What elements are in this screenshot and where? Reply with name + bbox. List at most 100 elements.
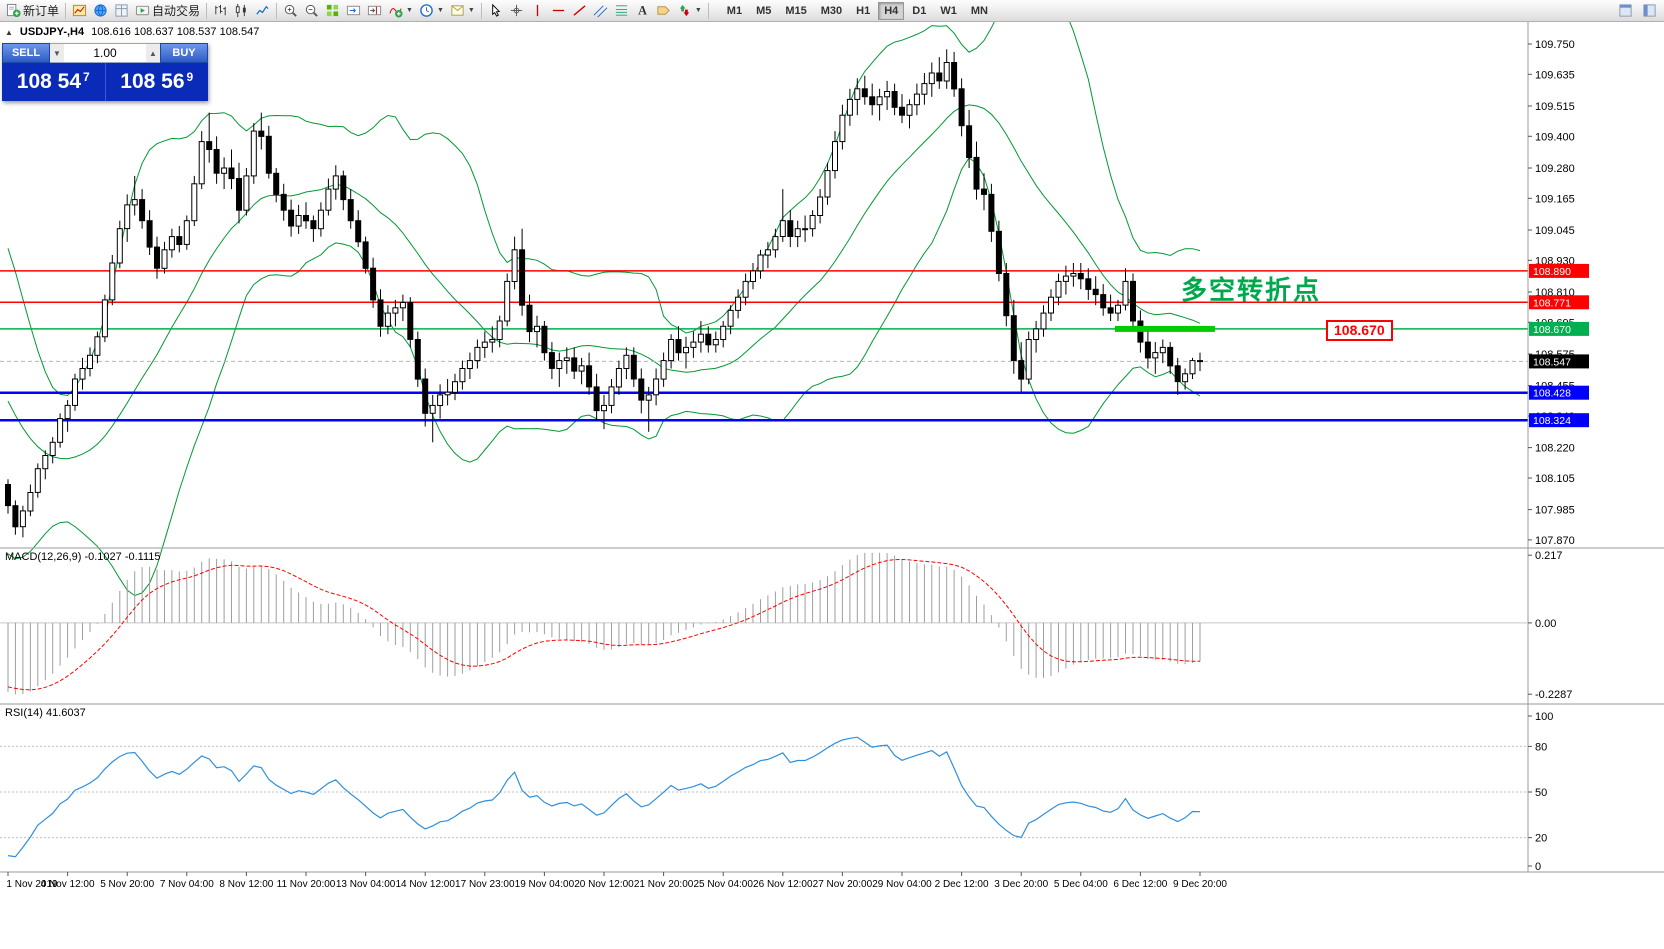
candlestick-series	[5, 49, 1203, 538]
cursor-button[interactable]	[485, 1, 506, 20]
vertical-line-icon	[530, 3, 545, 18]
trendline-button[interactable]	[569, 1, 590, 20]
volume-input[interactable]: 1.00	[93, 46, 117, 60]
price-axis[interactable]: 109.750 109.635 109.515 109.400 109.280 109.1…	[1528, 39, 1575, 547]
svg-text:108.771: 108.771	[1533, 297, 1571, 309]
bar-chart-button[interactable]	[210, 1, 231, 20]
turning-point-annotation: 多空转折点	[1181, 275, 1322, 305]
buy-price[interactable]: 108 56 9	[106, 63, 209, 101]
svg-text:5 Dec 04:00: 5 Dec 04:00	[1054, 879, 1108, 890]
new-order-button-label: 新订单	[23, 4, 60, 18]
toolbar-right-icons	[1615, 1, 1660, 20]
candle-chart-icon	[234, 3, 249, 18]
support-highlight-segment[interactable]	[1115, 325, 1215, 332]
svg-text:109.750: 109.750	[1535, 39, 1575, 51]
sell-price-main: 108 54	[16, 70, 82, 93]
svg-text:50: 50	[1535, 787, 1547, 799]
one-click-trading-panel: SELL ▼ 1.00 ▲ BUY 108 54 7 108 56 9	[2, 43, 208, 101]
indicators-button[interactable]: ▼	[385, 1, 416, 20]
timeframe-m1[interactable]: M1	[726, 4, 743, 17]
templates-button[interactable]: ▼	[447, 1, 478, 20]
sell-button[interactable]: SELL	[2, 43, 50, 63]
svg-text:108.324: 108.324	[1533, 415, 1571, 427]
timeframe-h4[interactable]: H4	[878, 1, 905, 20]
svg-text:5 Nov 20:00: 5 Nov 20:00	[100, 879, 154, 890]
channel-button[interactable]	[590, 1, 611, 20]
zoom-out-button[interactable]	[301, 1, 322, 20]
autotrade-button[interactable]: 自动交易	[132, 1, 203, 20]
data-window-icon	[114, 3, 129, 18]
collapse-panel-icon[interactable]: ▲	[5, 27, 13, 37]
svg-text:27 Nov 20:00: 27 Nov 20:00	[813, 879, 873, 890]
timeframe-w1[interactable]: W1	[940, 4, 957, 17]
periods-button[interactable]: ▼	[416, 1, 447, 20]
svg-text:19 Nov 04:00: 19 Nov 04:00	[515, 879, 575, 890]
fibonacci-button[interactable]	[611, 1, 632, 20]
dropdown-caret-icon: ▼	[436, 7, 444, 14]
timeframe-d1[interactable]: D1	[912, 4, 927, 17]
tile-windows-button[interactable]	[322, 1, 343, 20]
toolbar-extra-layout-button[interactable]	[1639, 1, 1660, 20]
svg-text:A: A	[638, 4, 647, 18]
auto-scroll-button[interactable]	[343, 1, 364, 20]
level-price-box: 108.670	[1326, 320, 1393, 341]
arrows-button[interactable]: ▼	[674, 1, 705, 20]
charts-button[interactable]	[69, 1, 90, 20]
timeframe-m5[interactable]: M5	[756, 4, 772, 17]
svg-text:80: 80	[1535, 741, 1547, 753]
chart-plot-area[interactable]	[0, 22, 1528, 872]
svg-text:14 Nov 12:00: 14 Nov 12:00	[395, 879, 455, 890]
svg-text:20 Nov 12:00: 20 Nov 12:00	[574, 879, 634, 890]
symbol-info: ▲ USDJPY-,H4 108.616 108.637 108.537 108…	[5, 26, 259, 38]
label-button[interactable]	[653, 1, 674, 20]
timeframe-switcher: M1 M5 M15 M30 H1 H4 D1 W1 MN	[720, 1, 995, 20]
svg-text:0.00: 0.00	[1535, 618, 1556, 630]
price-tag-108.670: 108.670	[1529, 321, 1589, 336]
chart-shift-button[interactable]	[364, 1, 385, 20]
svg-text:17 Nov 23:00: 17 Nov 23:00	[455, 879, 515, 890]
vline-button[interactable]	[527, 1, 548, 20]
crosshair-button[interactable]	[506, 1, 527, 20]
price-tag-108.324: 108.324	[1529, 413, 1589, 428]
cursor-icon	[488, 3, 503, 18]
market-watch-button[interactable]	[90, 1, 111, 20]
template-icon	[450, 3, 465, 18]
candle-chart-button[interactable]	[231, 1, 252, 20]
volume-decrease-button[interactable]: ▼	[50, 44, 64, 62]
svg-text:20: 20	[1535, 833, 1547, 845]
timeframe-h1[interactable]: H1	[856, 4, 871, 17]
text-button[interactable]: A	[632, 1, 653, 20]
svg-text:21 Nov 20:00: 21 Nov 20:00	[634, 879, 694, 890]
timeframe-m15[interactable]: M15	[785, 4, 807, 17]
label-icon	[656, 3, 671, 18]
svg-text:109.515: 109.515	[1535, 101, 1575, 113]
rsi-panel: 100 80 50 20 0	[0, 711, 1553, 873]
svg-text:109.400: 109.400	[1535, 131, 1575, 143]
timeframe-m30[interactable]: M30	[820, 4, 843, 17]
new-order-button[interactable]: 新订单	[3, 1, 62, 20]
zoom-in-button[interactable]	[280, 1, 301, 20]
buy-button[interactable]: BUY	[160, 43, 208, 63]
timeframe-mn[interactable]: MN	[970, 4, 988, 17]
channel-icon	[593, 3, 608, 18]
sell-price-pip: 7	[83, 70, 90, 84]
sell-price[interactable]: 108 54 7	[2, 63, 106, 101]
line-chart-button[interactable]	[252, 1, 273, 20]
volume-field: ▼ 1.00 ▲	[50, 43, 160, 63]
buy-price-main: 108 56	[120, 70, 185, 93]
new-order-icon	[6, 3, 21, 18]
svg-text:108.105: 108.105	[1535, 473, 1575, 485]
svg-text:26 Nov 12:00: 26 Nov 12:00	[753, 879, 813, 890]
rsi-indicator-label: RSI(14) 41.6037	[5, 707, 86, 719]
toolbar-separator	[276, 2, 278, 19]
svg-text:108.220: 108.220	[1535, 443, 1575, 455]
volume-increase-button[interactable]: ▲	[146, 44, 160, 62]
hline-button[interactable]	[548, 1, 569, 20]
toolbar-extra-panel-button[interactable]	[1615, 1, 1636, 20]
svg-text:25 Nov 04:00: 25 Nov 04:00	[693, 879, 753, 890]
price-tag-108.428: 108.428	[1529, 385, 1589, 400]
data-window-button[interactable]	[111, 1, 132, 20]
chart-shift-icon	[367, 3, 382, 18]
